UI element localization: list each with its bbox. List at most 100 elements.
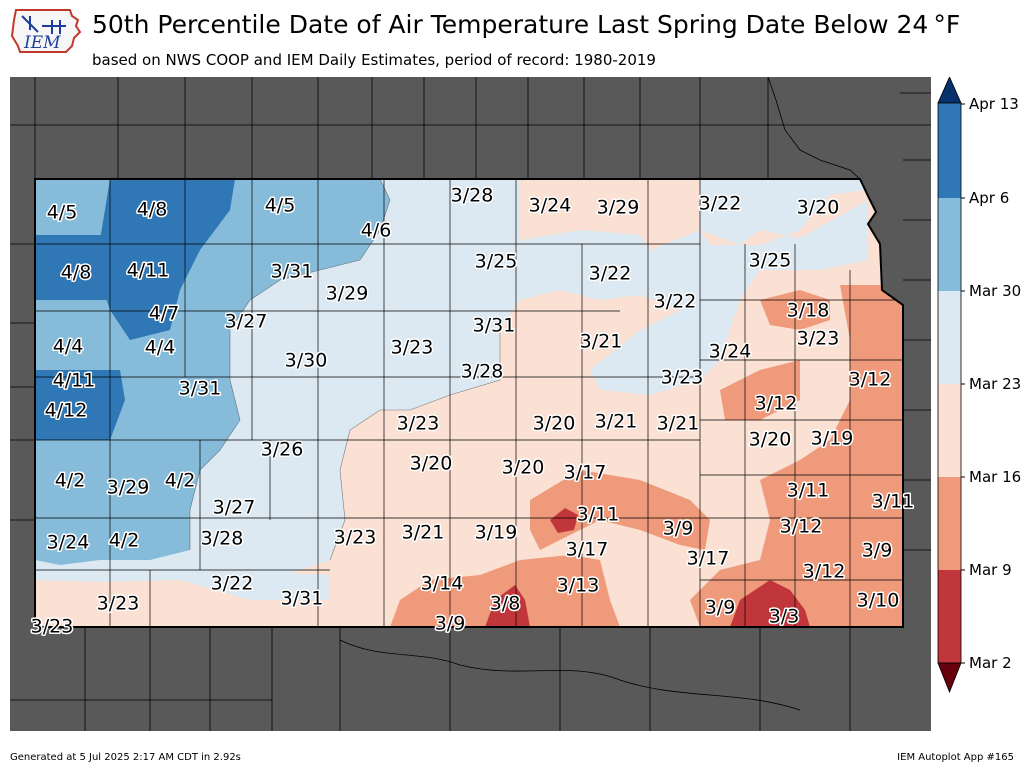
date-label: 3/18	[787, 300, 830, 322]
date-label: 3/12	[780, 516, 823, 538]
date-label: 4/5	[47, 202, 78, 224]
date-label: 3/10	[857, 590, 900, 612]
date-label: 4/4	[53, 336, 84, 358]
colorbar-tick-label: Mar 16	[969, 468, 1022, 486]
date-label: 3/31	[179, 378, 222, 400]
date-label: 3/28	[461, 361, 504, 383]
colorbar-tick-label: Apr 6	[969, 189, 1010, 207]
colorbar-tick-label: Mar 23	[969, 375, 1022, 393]
date-label: 3/25	[475, 251, 518, 273]
page-title: 50th Percentile Date of Air Temperature …	[92, 10, 961, 39]
date-label: 3/29	[326, 283, 369, 305]
date-label: 4/2	[165, 470, 196, 492]
date-label: 3/23	[397, 413, 440, 435]
date-label: 3/19	[475, 522, 518, 544]
date-label: 4/2	[55, 470, 86, 492]
date-label: 3/11	[787, 480, 830, 502]
date-label: 3/31	[281, 588, 324, 610]
date-label: 3/17	[687, 548, 730, 570]
date-label: 3/21	[402, 522, 445, 544]
date-label: 3/23	[334, 527, 377, 549]
page-subtitle: based on NWS COOP and IEM Daily Estimate…	[92, 51, 656, 69]
date-label: 3/28	[201, 528, 244, 550]
date-label: 3/21	[595, 411, 638, 433]
date-label: 3/24	[709, 341, 752, 363]
date-label: 3/29	[107, 477, 150, 499]
date-label: 3/9	[435, 613, 466, 635]
date-label: 3/26	[261, 439, 304, 461]
colorbar-tick-label: Mar 30	[969, 282, 1022, 300]
date-label: 3/9	[705, 597, 736, 619]
date-label: 3/22	[699, 193, 742, 215]
date-label: 3/21	[580, 331, 623, 353]
date-label: 3/27	[225, 311, 268, 333]
date-label: 3/23	[97, 593, 140, 615]
app-credit: IEM Autoplot App #165	[897, 752, 1014, 763]
colorbar-band	[938, 291, 961, 384]
date-label: 4/12	[45, 400, 88, 422]
date-label: 3/22	[654, 291, 697, 313]
colorbar-band	[938, 477, 961, 570]
date-label: 3/29	[597, 197, 640, 219]
date-label: 3/20	[410, 453, 453, 475]
date-label: 3/28	[451, 185, 494, 207]
date-label: 3/21	[657, 413, 700, 435]
date-label: 3/25	[749, 250, 792, 272]
date-label: 4/11	[127, 260, 170, 282]
date-label: 4/2	[109, 530, 140, 552]
colorbar-band	[938, 570, 961, 663]
colorbar-under	[937, 662, 962, 694]
iem-logo: IEM	[8, 6, 86, 64]
county-lines	[35, 179, 903, 627]
date-label: 3/12	[849, 369, 892, 391]
date-label: 3/14	[421, 573, 464, 595]
generated-timestamp: Generated at 5 Jul 2025 2:17 AM CDT in 2…	[10, 752, 241, 763]
date-label: 3/20	[797, 197, 840, 219]
colorbar-band	[938, 103, 961, 198]
date-label: 3/23	[391, 337, 434, 359]
date-label: 3/22	[211, 573, 254, 595]
date-label: 3/11	[577, 504, 620, 526]
date-label: 3/23	[31, 616, 74, 638]
date-labels: 4/5 4/8 4/5 4/6 3/28 3/24 3/29 3/22 3/20 4/8 4/11 3…	[29, 183, 916, 639]
date-label: 3/24	[529, 195, 572, 217]
colorbar-band	[938, 198, 961, 291]
date-label: 4/8	[61, 262, 92, 284]
date-label: 4/7	[149, 303, 180, 325]
neighbor-county-lines	[10, 77, 931, 731]
date-label: 4/5	[265, 195, 296, 217]
date-label: 4/4	[145, 337, 176, 359]
logo-text: IEM	[23, 33, 61, 53]
colorbar	[937, 77, 965, 694]
date-label: 3/17	[564, 462, 607, 484]
date-label: 3/20	[749, 429, 792, 451]
date-label: 3/11	[872, 491, 915, 513]
date-label: 3/17	[566, 539, 609, 561]
date-label: 3/9	[862, 540, 893, 562]
colorbar-tick-label: Mar 9	[969, 561, 1012, 579]
kansas-outline	[34, 178, 904, 628]
date-label: 4/11	[53, 370, 96, 392]
date-label: 3/9	[663, 518, 694, 540]
date-label: 4/8	[137, 199, 168, 221]
colorbar-over	[937, 77, 962, 104]
date-label: 3/20	[533, 413, 576, 435]
colorbar-tick-label: Mar 2	[969, 654, 1012, 672]
date-label: 3/24	[47, 532, 90, 554]
date-label: 3/22	[589, 263, 632, 285]
date-label: 3/12	[755, 393, 798, 415]
date-label: 4/6	[361, 220, 392, 242]
date-label: 3/23	[661, 367, 704, 389]
date-label: 3/31	[473, 315, 516, 337]
date-label: 3/13	[557, 575, 600, 597]
contour-fills	[35, 179, 903, 627]
colorbar-band	[938, 384, 961, 477]
colorbar-tick-label: Apr 13	[969, 95, 1019, 113]
date-label: 3/30	[285, 350, 328, 372]
date-label: 3/20	[502, 457, 545, 479]
date-label: 3/27	[213, 497, 256, 519]
date-label: 3/31	[271, 261, 314, 283]
kansas-map: 4/5 4/8 4/5 4/6 3/28 3/24 3/29 3/22 3/20 4/8 4/11 3…	[10, 77, 931, 731]
date-label: 3/23	[797, 328, 840, 350]
date-label: 3/3	[769, 606, 800, 628]
